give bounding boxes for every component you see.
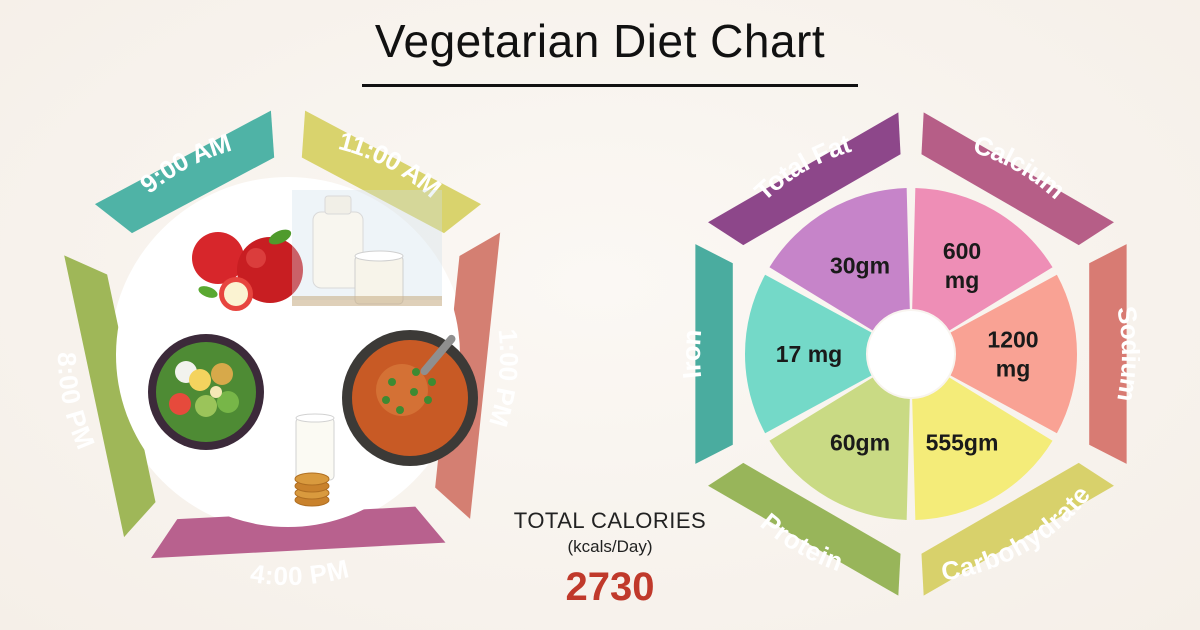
apples-icon xyxy=(192,229,303,311)
nutrient-wedge xyxy=(769,188,910,331)
nutrient-wedge xyxy=(745,274,872,434)
milk-cookies-icon xyxy=(294,413,335,507)
nutrient-name-label: Iron xyxy=(680,328,707,380)
total-calories-value: 2730 xyxy=(565,565,655,609)
soup-icon xyxy=(342,330,478,466)
nutrient-band xyxy=(708,112,901,246)
nutrient-wheel-hub xyxy=(868,311,954,397)
nutrient-value: 600 mg xyxy=(943,238,981,293)
meal-time-band xyxy=(150,506,446,559)
nutrient-value: 30gm xyxy=(830,253,890,279)
meal-time-band xyxy=(301,110,482,234)
nutrient-wheel: Calcium600mgSodium1200mgCarbohydrate555g… xyxy=(680,112,1140,596)
milk-cookies-icon xyxy=(183,382,393,527)
nutrient-band xyxy=(921,462,1114,596)
milk-icon xyxy=(292,190,442,306)
meal-time-label: 4:00 PM xyxy=(249,553,352,591)
meal-time-label: 1:00 PM xyxy=(483,328,524,431)
total-calories-panel: TOTAL CALORIES (kcals/Day) 2730 xyxy=(470,508,750,610)
calories-unit: (kcals/Day) xyxy=(567,537,653,556)
nutrient-band xyxy=(1089,244,1127,464)
page-title: Vegetarian Diet Chart xyxy=(374,15,826,67)
meal-time-band xyxy=(64,255,156,538)
nutrient-wedge xyxy=(950,274,1077,434)
total-calories-label: TOTAL CALORIES xyxy=(513,508,707,533)
nutrient-wedge xyxy=(912,377,1053,520)
nutrient-band xyxy=(695,244,733,464)
title-underline xyxy=(362,84,858,87)
nutrient-wedge xyxy=(912,188,1053,331)
salad-bowl-icon xyxy=(148,334,264,450)
nutrient-wedge xyxy=(769,377,910,520)
nutrient-value: 555gm xyxy=(926,429,999,455)
nutrient-band xyxy=(708,462,901,596)
nutrient-value: 60gm xyxy=(830,429,890,455)
nutrient-band xyxy=(921,112,1114,246)
meal-time-band xyxy=(94,110,275,234)
nutrient-value: 1200 mg xyxy=(987,327,1038,382)
nutrient-value: 17 mg xyxy=(776,341,842,367)
meal-schedule-wheel: 9:00 AM 11:00 AM1:00 PM4:00 PM8:00 PM xyxy=(52,110,524,591)
